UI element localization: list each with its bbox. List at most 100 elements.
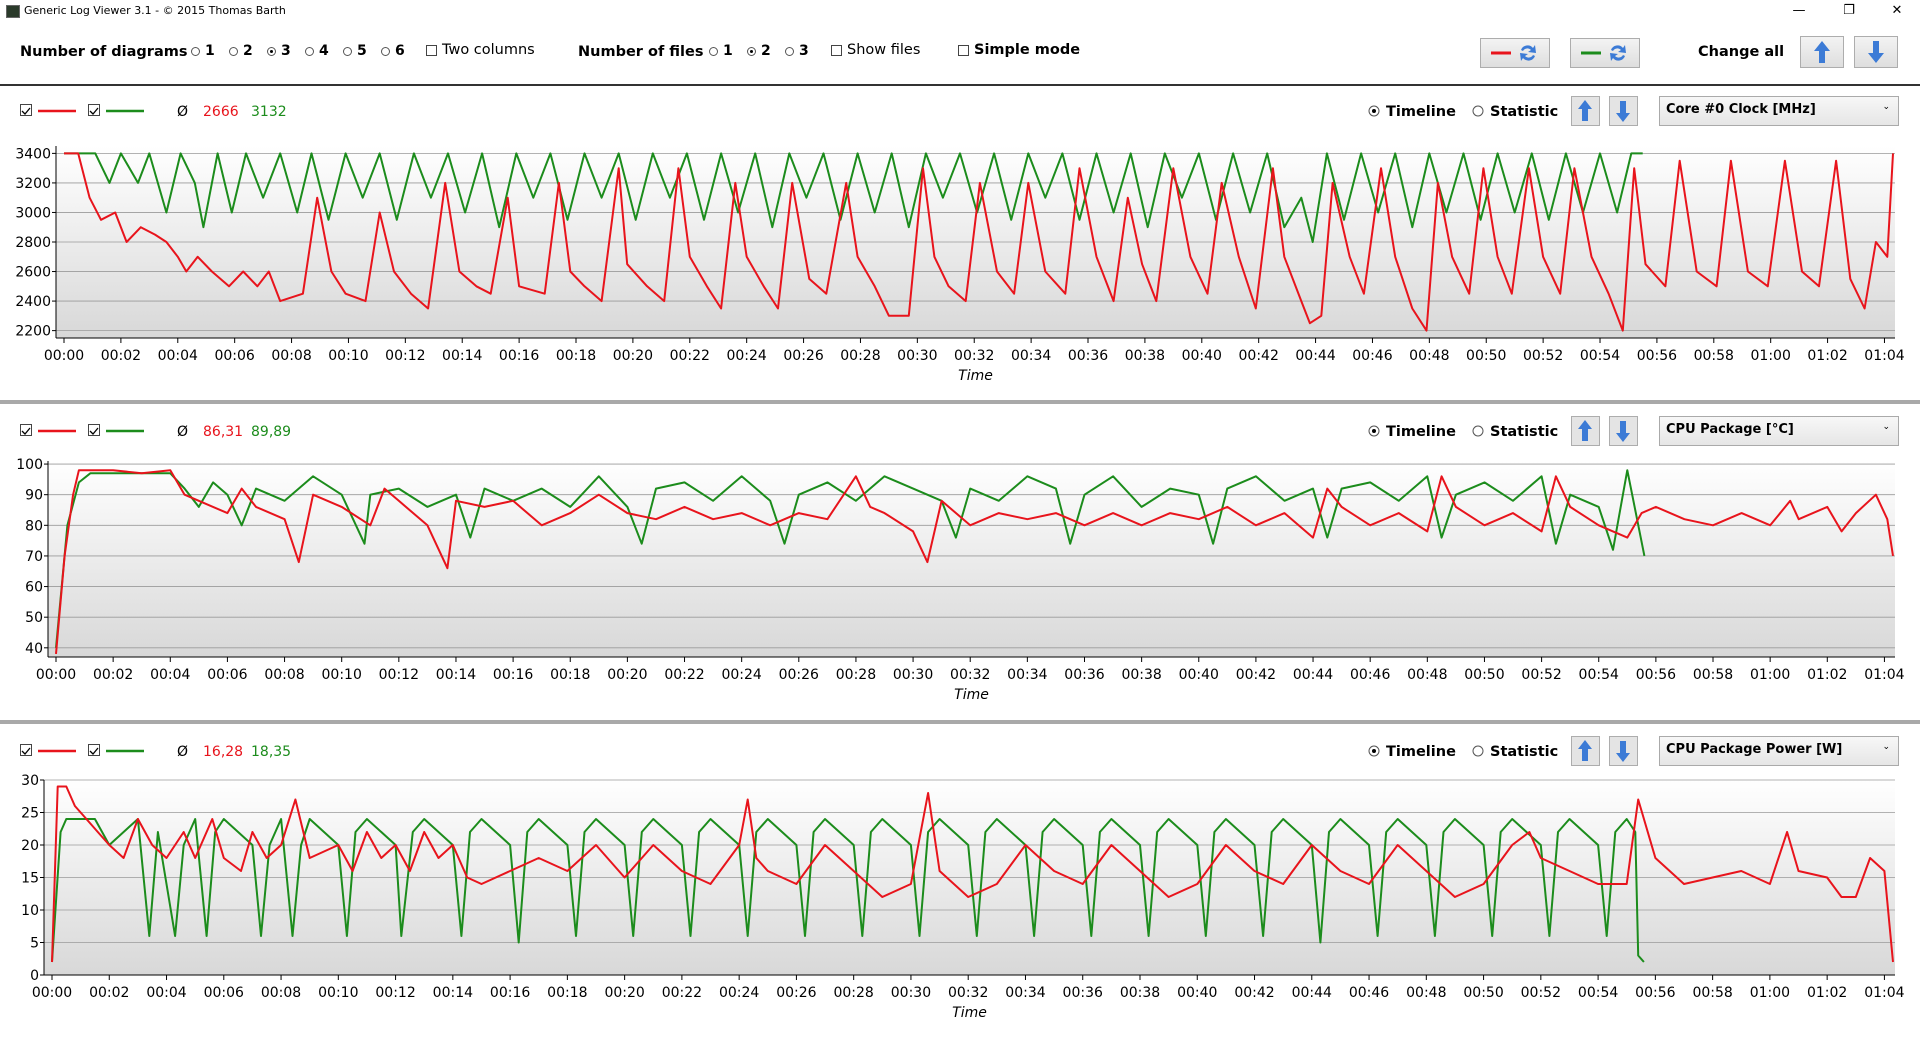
sensor-select[interactable]: CPU Package Power [W] ⌄ xyxy=(1659,736,1899,766)
swap-red-file-button[interactable] xyxy=(1480,38,1550,68)
move-all-down-button[interactable] xyxy=(1854,36,1898,68)
series-1-toggle[interactable] xyxy=(20,104,77,116)
panel-separator[interactable] xyxy=(0,720,1920,724)
x-tick-label: 00:40 xyxy=(1179,667,1219,683)
y-tick-label: 2200 xyxy=(15,324,51,340)
show-files-label: Show files xyxy=(847,42,921,58)
series-2-line xyxy=(64,152,1643,243)
sensor-select[interactable]: Core #0 Clock [MHz] ⌄ xyxy=(1659,96,1899,126)
maximize-button[interactable]: ❐ xyxy=(1843,3,1855,18)
sensor-select[interactable]: CPU Package [°C] ⌄ xyxy=(1659,416,1899,446)
move-diagram-down-button[interactable] xyxy=(1609,96,1638,126)
x-tick-label: 00:38 xyxy=(1125,348,1165,364)
radio-circle xyxy=(381,46,390,56)
move-diagram-up-button[interactable] xyxy=(1571,416,1600,446)
x-tick-label: 00:12 xyxy=(379,667,419,683)
series-2-toggle[interactable] xyxy=(88,104,145,116)
arrow-up-icon xyxy=(1578,100,1592,121)
swap-green-icon xyxy=(1581,45,1626,61)
timeline-label: Timeline xyxy=(1386,424,1456,440)
sensor-select-value: Core #0 Clock [MHz] xyxy=(1666,102,1816,117)
series-2-toggle[interactable] xyxy=(88,744,145,756)
x-tick-label: 00:02 xyxy=(101,348,141,364)
move-diagram-down-button[interactable] xyxy=(1609,416,1638,446)
series-1-line xyxy=(64,152,1894,332)
x-tick-label: 00:36 xyxy=(1068,348,1108,364)
series-1-toggle[interactable] xyxy=(20,424,77,436)
diagrams-radio-4[interactable]: 4 xyxy=(305,43,329,59)
diagrams-radio-1[interactable]: 1 xyxy=(191,43,215,59)
x-tick-label: 00:48 xyxy=(1409,348,1449,364)
diagrams-radio-3[interactable]: 3 xyxy=(267,43,291,59)
average-symbol: Ø xyxy=(177,424,188,440)
simple-mode-checkbox[interactable]: Simple mode xyxy=(958,42,1080,58)
average-symbol: Ø xyxy=(177,744,188,760)
toolbar: Number of diagrams 1 2 3 4 5 6 Two columns Nu… xyxy=(0,22,1920,86)
x-tick-label: 00:06 xyxy=(207,667,247,683)
diagrams-radio-5[interactable]: 5 xyxy=(343,43,367,59)
radio-circle xyxy=(191,46,200,56)
x-tick-label: 00:12 xyxy=(385,348,425,364)
x-tick-label: 00:22 xyxy=(670,348,710,364)
x-tick-label: 00:38 xyxy=(1120,985,1160,1001)
x-tick-label: 01:00 xyxy=(1750,667,1790,683)
x-tick-label: 00:18 xyxy=(550,667,590,683)
statistic-label: Statistic xyxy=(1490,424,1558,440)
x-tick-label: 00:20 xyxy=(604,985,644,1001)
x-tick-label: 00:40 xyxy=(1177,985,1217,1001)
x-tick-label: 00:14 xyxy=(433,985,473,1001)
series-2-line xyxy=(55,469,1646,648)
move-all-up-button[interactable] xyxy=(1800,36,1844,68)
x-tick-label: 00:20 xyxy=(607,667,647,683)
swap-green-file-button[interactable] xyxy=(1570,38,1640,68)
close-button[interactable]: ✕ xyxy=(1891,3,1903,18)
statistic-radio[interactable]: Statistic xyxy=(1472,424,1558,440)
x-tick-label: 00:34 xyxy=(1007,667,1047,683)
series-2-average: 18,35 xyxy=(251,744,291,760)
simple-mode-label: Simple mode xyxy=(974,42,1081,58)
timeline-radio[interactable]: Timeline xyxy=(1368,744,1456,760)
move-diagram-down-button[interactable] xyxy=(1609,736,1638,766)
series-1-toggle[interactable] xyxy=(20,744,77,756)
two-columns-label: Two columns xyxy=(442,42,535,58)
chevron-down-icon: ⌄ xyxy=(1882,742,1890,752)
files-radio-2[interactable]: 2 xyxy=(747,43,771,59)
two-columns-checkbox[interactable]: Two columns xyxy=(426,42,535,58)
x-tick-label: 00:42 xyxy=(1239,348,1279,364)
y-tick-label: 70 xyxy=(25,549,43,565)
x-tick-label: 00:50 xyxy=(1466,348,1506,364)
statistic-radio[interactable]: Statistic xyxy=(1472,744,1558,760)
diagrams-radio-6[interactable]: 6 xyxy=(381,43,405,59)
files-radio-1[interactable]: 1 xyxy=(709,43,733,59)
timeline-label: Timeline xyxy=(1386,744,1456,760)
timeline-radio[interactable]: Timeline xyxy=(1368,104,1456,120)
radio-label: 1 xyxy=(723,43,733,59)
y-tick-label: 90 xyxy=(25,488,43,504)
x-tick-label: 00:16 xyxy=(493,667,533,683)
show-files-checkbox[interactable]: Show files xyxy=(831,42,920,58)
x-tick-label: 00:42 xyxy=(1236,667,1276,683)
panel-separator[interactable] xyxy=(0,400,1920,404)
series-1-line xyxy=(51,785,1894,963)
series-2-toggle[interactable] xyxy=(88,424,145,436)
chart-svg: Ø 86,31 89,89 Timeline Statistic 40 50 60 70 80 90… xyxy=(16,416,1905,703)
x-tick-label: 00:32 xyxy=(950,667,990,683)
minimize-button[interactable]: — xyxy=(1792,3,1806,18)
chevron-down-icon: ⌄ xyxy=(1882,102,1890,112)
diagrams-radio-2[interactable]: 2 xyxy=(229,43,253,59)
x-tick-label: 00:36 xyxy=(1064,667,1104,683)
x-tick-label: 00:34 xyxy=(1011,348,1051,364)
y-tick-label: 2600 xyxy=(15,265,51,281)
move-diagram-up-button[interactable] xyxy=(1571,736,1600,766)
x-tick-label: 00:24 xyxy=(721,667,761,683)
y-tick-label: 3400 xyxy=(15,146,51,162)
x-tick-label: 00:18 xyxy=(556,348,596,364)
files-radio-3[interactable]: 3 xyxy=(785,43,809,59)
x-tick-label: 00:58 xyxy=(1694,348,1734,364)
x-tick-label: 01:04 xyxy=(1864,348,1904,364)
timeline-radio[interactable]: Timeline xyxy=(1368,424,1456,440)
files-count-label: Number of files xyxy=(578,44,704,60)
statistic-radio[interactable]: Statistic xyxy=(1472,104,1558,120)
x-tick-label: 00:22 xyxy=(664,667,704,683)
move-diagram-up-button[interactable] xyxy=(1571,96,1600,126)
